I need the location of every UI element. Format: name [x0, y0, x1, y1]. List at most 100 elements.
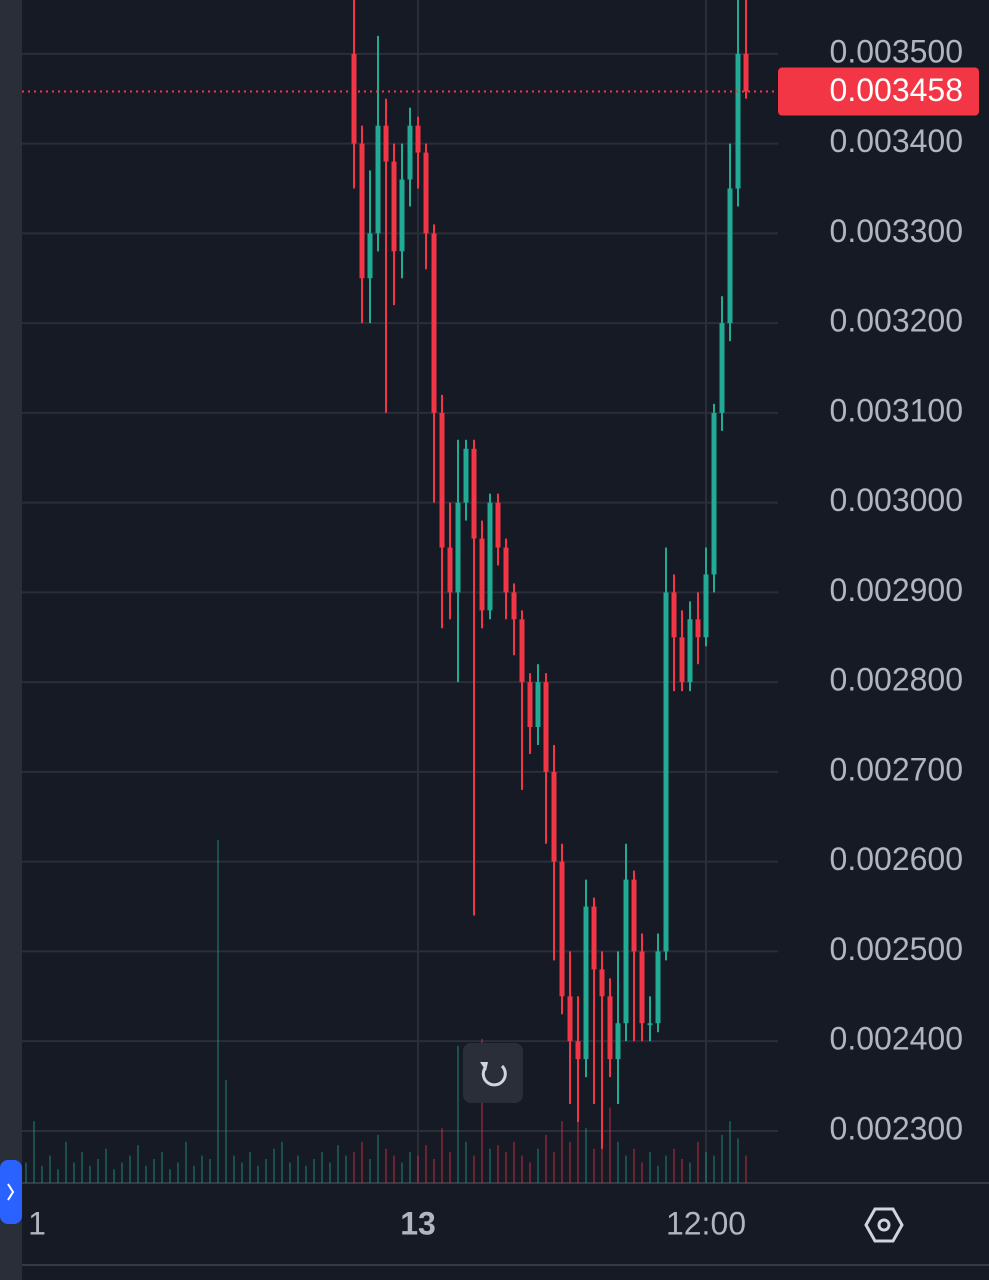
candle-body — [399, 179, 405, 252]
volume-bar — [113, 1169, 115, 1183]
volume-bar — [193, 1165, 195, 1183]
candle-body — [407, 125, 413, 180]
volume-bar — [433, 1158, 435, 1183]
y-tick-label: 0.003300 — [830, 213, 963, 249]
volume-bar — [505, 1152, 507, 1183]
volume-bar — [241, 1162, 243, 1183]
candle-body — [559, 861, 565, 997]
y-tick-label: 0.002600 — [830, 841, 963, 877]
candle-body — [359, 143, 365, 279]
candle-body — [583, 906, 589, 1060]
volume-bar — [745, 1155, 747, 1183]
y-tick-label: 0.003100 — [830, 392, 963, 428]
volume-bar — [689, 1162, 691, 1183]
volume-bar — [217, 840, 219, 1183]
volume-bar — [409, 1152, 411, 1183]
candle-body — [615, 1023, 621, 1060]
y-tick-label: 0.003400 — [830, 123, 963, 159]
reset-button[interactable] — [463, 1043, 523, 1103]
volume-bar — [353, 1152, 355, 1183]
volume-bar — [481, 1038, 483, 1183]
volume-bar — [225, 1080, 227, 1183]
volume-bar — [265, 1158, 267, 1183]
volume-bar — [665, 1155, 667, 1183]
candle-body — [439, 412, 445, 548]
candle-body — [639, 951, 645, 1024]
volume-bar — [41, 1165, 43, 1183]
volume-bar — [65, 1141, 67, 1183]
volume-bar — [105, 1148, 107, 1183]
volume-bar — [513, 1141, 515, 1183]
volume-bar — [329, 1162, 331, 1183]
last-price-label: 0.003458 — [830, 72, 963, 108]
candle-body — [743, 53, 749, 92]
candle-body — [415, 125, 421, 153]
volume-bar — [737, 1138, 739, 1183]
volume-bar — [449, 1152, 451, 1183]
volume-bar — [441, 1128, 443, 1183]
settings-icon[interactable] — [864, 1207, 904, 1243]
y-tick-label: 0.003500 — [830, 33, 963, 69]
volume-bar — [705, 1152, 707, 1183]
y-tick-label: 0.003200 — [830, 303, 963, 339]
candle-body — [479, 538, 485, 611]
expand-button[interactable] — [0, 1160, 22, 1224]
x-tick-label: 13 — [400, 1205, 436, 1241]
candle-body — [591, 906, 597, 970]
volume-bar — [361, 1141, 363, 1183]
candle-body — [383, 125, 389, 162]
candle-body — [455, 502, 461, 593]
candle-body — [447, 547, 453, 593]
volume-bar — [177, 1162, 179, 1183]
last-price-tag — [778, 67, 979, 116]
volume-bar — [625, 1155, 627, 1183]
candle-body — [711, 412, 717, 575]
candle-body — [671, 592, 677, 638]
candle-body — [567, 996, 573, 1042]
candle-body — [719, 323, 725, 413]
volume-bar — [305, 1165, 307, 1183]
volume-bar — [185, 1141, 187, 1183]
candle-body — [367, 233, 373, 279]
candle-body — [487, 502, 493, 611]
volume-bar — [25, 1162, 27, 1183]
volume-bar — [633, 1148, 635, 1183]
volume-bar — [321, 1152, 323, 1183]
volume-bar — [201, 1155, 203, 1183]
reset-icon — [481, 1064, 507, 1087]
volume-bar — [497, 1145, 499, 1183]
volume-bar — [585, 1128, 587, 1183]
volume-bar — [153, 1158, 155, 1183]
volume-bar — [81, 1152, 83, 1183]
candle-body — [655, 951, 661, 1024]
candle-body — [575, 1041, 581, 1060]
volume-bar — [33, 1121, 35, 1183]
volume-bar — [465, 1141, 467, 1183]
y-tick-label: 0.002900 — [830, 572, 963, 608]
plot — [22, 0, 778, 1183]
volume-bar — [617, 1141, 619, 1183]
candle-body — [503, 547, 509, 593]
candle-body — [511, 592, 517, 620]
y-tick-label: 0.002400 — [830, 1021, 963, 1057]
volume-bar — [729, 1121, 731, 1183]
volume-bar — [89, 1165, 91, 1183]
volume-bar — [521, 1155, 523, 1183]
volume-bar — [249, 1152, 251, 1183]
volume-bar — [257, 1165, 259, 1183]
x-tick-label: 12:00 — [666, 1205, 746, 1241]
candle-body — [623, 879, 629, 1024]
volume-bar — [385, 1148, 387, 1183]
candle-body — [663, 592, 669, 952]
volume-bar — [657, 1165, 659, 1183]
volume-bar — [425, 1145, 427, 1183]
volume-bar — [713, 1155, 715, 1183]
volume-bar — [529, 1162, 531, 1183]
volume-bar — [297, 1155, 299, 1183]
volume-bar — [73, 1162, 75, 1183]
volume-bar — [169, 1169, 171, 1183]
candle-body — [735, 53, 741, 189]
volume-bar — [593, 1148, 595, 1183]
volume-bar — [545, 1134, 547, 1183]
